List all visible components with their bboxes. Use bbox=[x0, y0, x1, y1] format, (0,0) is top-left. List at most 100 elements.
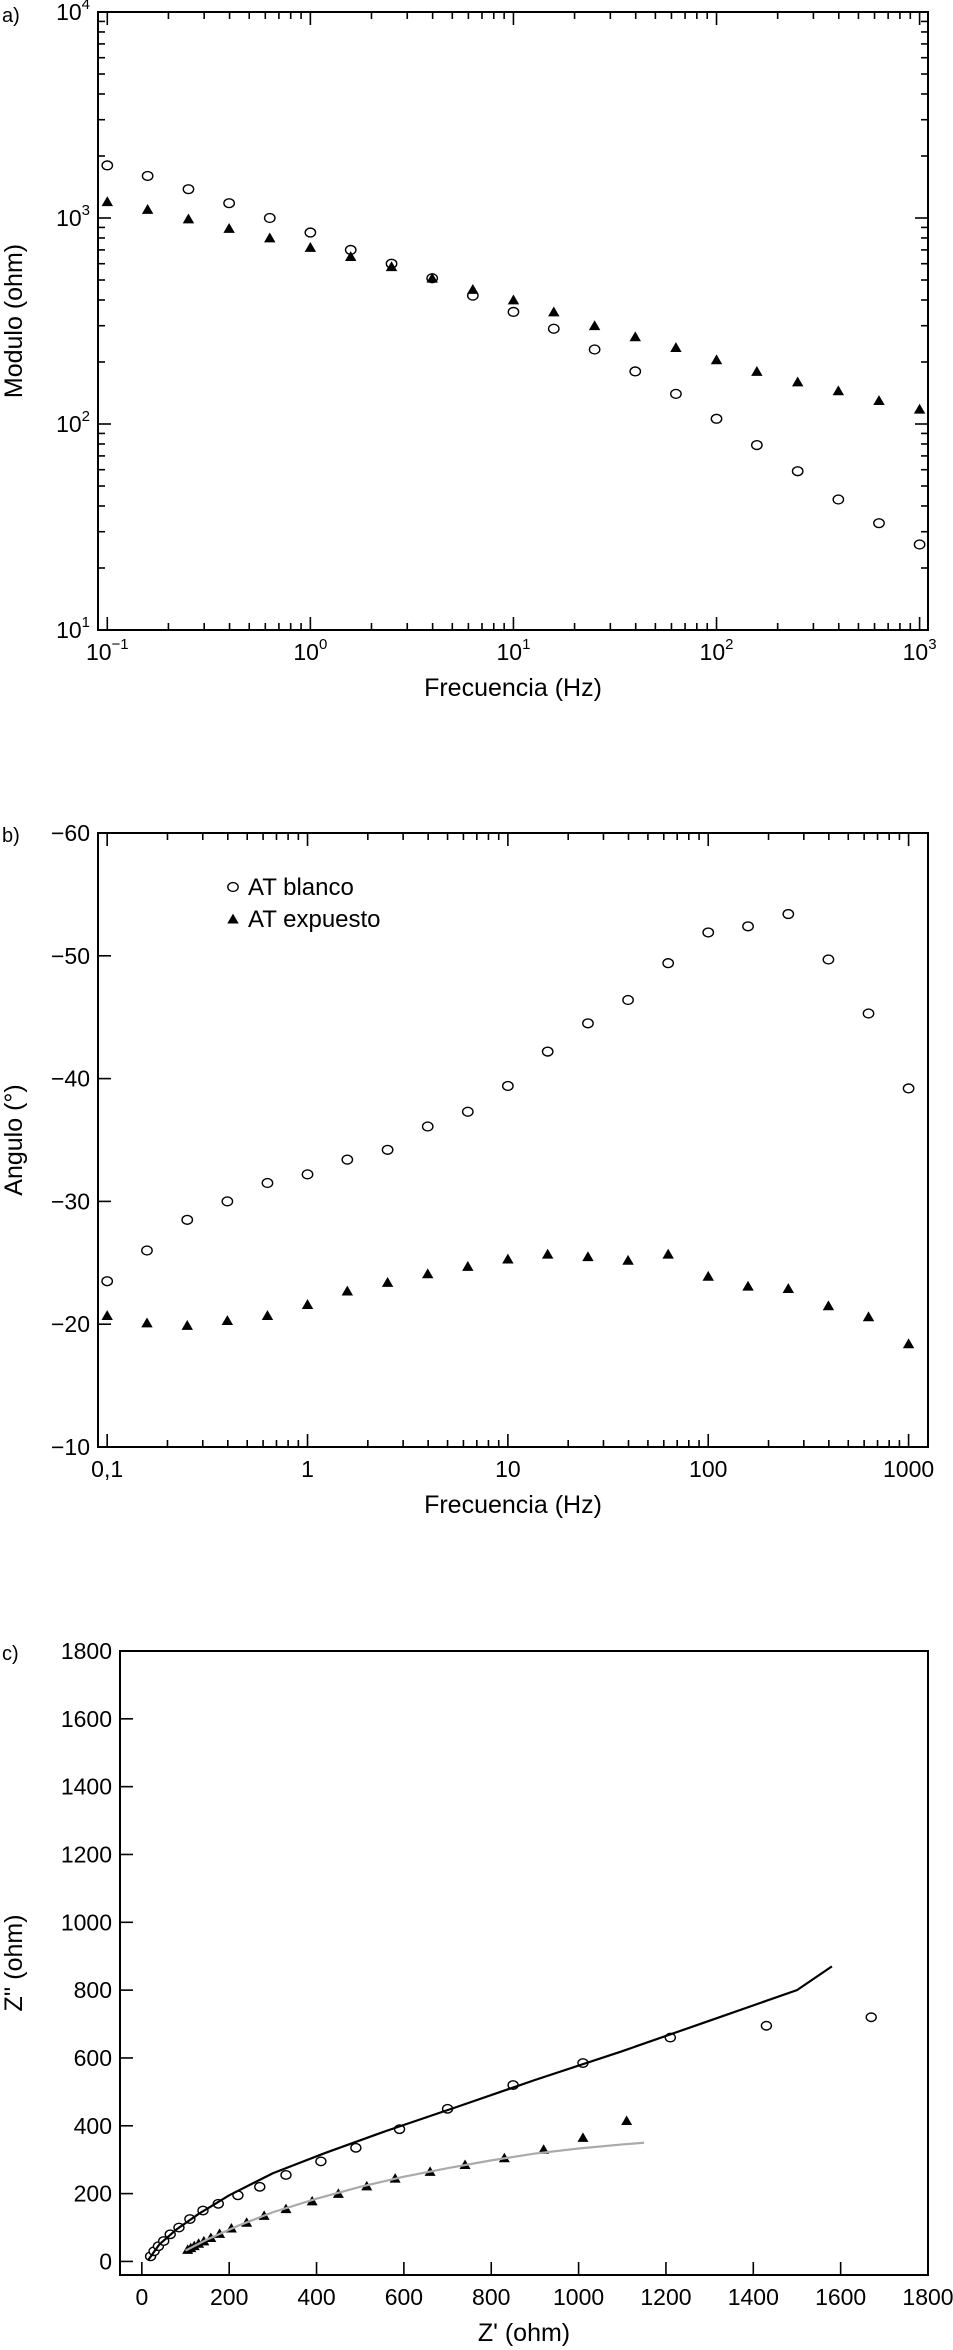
data-point bbox=[902, 1083, 915, 1094]
series-line-2 bbox=[147, 1965, 833, 2261]
data-point bbox=[670, 388, 682, 400]
data-point bbox=[344, 251, 357, 261]
data-point bbox=[263, 212, 276, 224]
data-point bbox=[742, 1280, 754, 1291]
data-point bbox=[822, 1300, 835, 1311]
plot-frame bbox=[97, 832, 929, 1448]
chart-panel-c: c) 0 200 400 600 800 1000 1200 1400 1600 1800 0 200 4… bbox=[0, 1638, 953, 2347]
chart-panel-a: a) 10−1 100 101 102 103 101 102 103 104 Frecuencia… bbox=[0, 0, 937, 702]
x-axis-label: Frecuencia (Hz) bbox=[424, 674, 602, 702]
data-point bbox=[421, 1268, 434, 1279]
x-tick-label: 800 bbox=[472, 2284, 510, 2310]
panel-label: c) bbox=[2, 1643, 19, 1665]
y-tick-label: −60 bbox=[51, 820, 90, 846]
plot-frame bbox=[97, 11, 929, 631]
data-point bbox=[751, 365, 763, 376]
data-point bbox=[462, 1261, 474, 1271]
x-tick-label: 1600 bbox=[815, 2284, 866, 2310]
x-tick-label: 1000 bbox=[553, 2284, 604, 2310]
x-tick-label: 100 bbox=[689, 1456, 727, 1482]
data-point bbox=[902, 1338, 915, 1349]
y-tick-label: 1000 bbox=[61, 1909, 112, 1935]
data-point bbox=[832, 385, 845, 396]
data-point bbox=[782, 908, 795, 920]
data-point bbox=[467, 284, 479, 294]
x-tick-label: 0,1 bbox=[91, 1456, 123, 1482]
data-point bbox=[582, 1018, 594, 1029]
data-point bbox=[621, 2115, 633, 2125]
data-point bbox=[862, 1311, 875, 1322]
data-point bbox=[702, 927, 715, 938]
data-point bbox=[223, 222, 235, 233]
y-axis-label: Z'' (ohm) bbox=[0, 1914, 28, 2011]
data-point bbox=[141, 170, 154, 182]
plot-frame bbox=[119, 1650, 929, 2276]
data-point bbox=[181, 1214, 194, 1225]
x-axis-label: Frecuencia (Hz) bbox=[424, 1491, 602, 1519]
data-point bbox=[341, 1154, 354, 1165]
data-point bbox=[182, 184, 195, 195]
data-point bbox=[315, 2156, 327, 2167]
legend-marker bbox=[227, 913, 239, 924]
data-point bbox=[301, 1299, 314, 1309]
series-at-blanco bbox=[101, 908, 915, 1287]
data-point bbox=[782, 1283, 795, 1294]
x-tick-label: 100 bbox=[293, 636, 327, 665]
data-point bbox=[622, 994, 634, 1006]
data-point bbox=[832, 494, 845, 505]
data-point bbox=[254, 2181, 266, 2192]
data-point bbox=[750, 439, 763, 451]
y-tick-label: 200 bbox=[74, 2181, 112, 2207]
y-tick-label: 400 bbox=[74, 2113, 112, 2139]
y-tick-label: −50 bbox=[51, 943, 90, 969]
chart-panel-b: b) 0,1 1 10 100 1000 −60 −50 −40 −30 −20 −10 Frecuen… bbox=[0, 820, 934, 1519]
data-point bbox=[261, 1177, 274, 1189]
data-point bbox=[588, 320, 601, 331]
data-point bbox=[913, 539, 926, 550]
data-point bbox=[381, 1144, 394, 1155]
x-tick-label: 1 bbox=[301, 1456, 314, 1482]
data-point bbox=[461, 1106, 474, 1117]
data-point bbox=[301, 1169, 314, 1180]
data-point bbox=[791, 376, 804, 387]
series-line-3 bbox=[185, 2141, 645, 2252]
data-point bbox=[670, 342, 682, 353]
data-point bbox=[507, 294, 520, 305]
data-point bbox=[421, 1121, 434, 1132]
data-point bbox=[181, 1319, 193, 1330]
data-point bbox=[791, 466, 804, 477]
x-tick-label: 10−1 bbox=[86, 636, 129, 665]
data-point bbox=[710, 354, 723, 365]
legend: AT blanco AT expuesto bbox=[227, 874, 381, 933]
panel-label: b) bbox=[2, 825, 20, 847]
x-tick-label: 102 bbox=[700, 636, 734, 665]
x-tick-label: 1000 bbox=[883, 1456, 934, 1482]
y-tick-label: −10 bbox=[51, 1434, 90, 1460]
data-point bbox=[662, 1248, 674, 1259]
y-tick-label: 600 bbox=[74, 2045, 112, 2071]
x-tick-label: 101 bbox=[496, 636, 530, 665]
data-point bbox=[426, 272, 438, 283]
data-point bbox=[101, 1310, 113, 1321]
data-point bbox=[261, 1310, 274, 1321]
data-point bbox=[760, 2020, 773, 2031]
data-point bbox=[385, 261, 398, 272]
series-circle-0 bbox=[144, 2012, 877, 2262]
fit-line bbox=[185, 2141, 645, 2252]
y-tick-label: 101 bbox=[56, 614, 90, 643]
data-point bbox=[629, 366, 642, 377]
y-tick-label: −30 bbox=[51, 1188, 90, 1214]
data-point bbox=[501, 1080, 514, 1092]
x-tick-label: 200 bbox=[210, 2284, 248, 2310]
data-point bbox=[541, 1046, 554, 1057]
data-point bbox=[865, 2012, 877, 2023]
data-point bbox=[577, 2132, 589, 2142]
legend-label: AT blanco bbox=[248, 874, 354, 901]
data-point bbox=[350, 2142, 362, 2153]
data-point bbox=[588, 344, 601, 355]
data-point bbox=[742, 921, 754, 932]
y-tick-label: 0 bbox=[99, 2248, 112, 2274]
x-tick-label: 400 bbox=[297, 2284, 335, 2310]
x-axis-label: Z' (ohm) bbox=[478, 2319, 570, 2347]
